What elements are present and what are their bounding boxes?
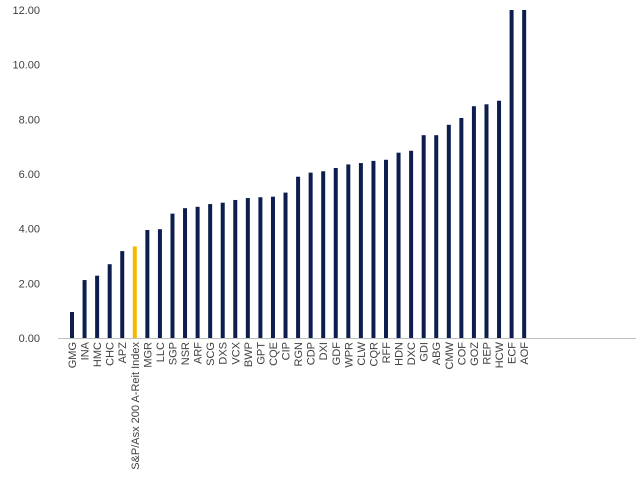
x-category-label: INA: [80, 341, 92, 360]
bar: [183, 208, 188, 338]
x-category-label: SGP: [167, 342, 179, 365]
bar: [346, 164, 351, 338]
bar: [358, 163, 363, 338]
bar: [371, 160, 376, 338]
bar: [270, 196, 275, 338]
x-category-label: ECF: [507, 342, 519, 364]
x-category-label: CMW: [444, 341, 456, 369]
bar: [195, 206, 200, 338]
bar: [70, 312, 74, 338]
x-category-label: GMG: [67, 342, 79, 368]
y-tick-label: 12.00: [12, 5, 40, 17]
bar: [220, 202, 225, 338]
x-category-label: BWP: [243, 342, 255, 367]
x-category-label: CQR: [368, 342, 380, 367]
x-category-label: CDP: [306, 342, 318, 365]
y-tick-label: 2.00: [19, 278, 40, 290]
x-category-label: GPT: [255, 342, 267, 365]
bar: [120, 251, 125, 338]
x-category-label: DXS: [218, 342, 230, 365]
bar: [421, 135, 426, 338]
y-axis-ticks: 0.00 2.00 4.00 6.00 8.00 10.00 12.00: [12, 5, 40, 345]
x-category-label: HCW: [494, 341, 506, 368]
x-axis-labels: GMG INA HMC CHC APZ S&P/Asx 200 A-Reit Index M…: [67, 341, 531, 469]
x-category-label: GDI: [419, 342, 431, 362]
bar: [283, 192, 288, 338]
x-category-label: CIP: [281, 342, 293, 360]
x-category-label: HMC: [92, 342, 104, 367]
x-category-label: GOZ: [469, 342, 481, 366]
bar: [208, 204, 213, 338]
bar: [446, 124, 451, 338]
x-category-label: S&P/Asx 200 A-Reit Index: [130, 342, 142, 470]
bars: [70, 10, 527, 339]
x-category-label: REP: [481, 342, 493, 365]
x-category-label: NSR: [180, 342, 192, 365]
x-category-label: MGR: [142, 342, 154, 368]
x-category-label: DXC: [406, 342, 418, 365]
x-category-label: CHC: [105, 342, 117, 366]
x-category-label: DXI: [318, 342, 330, 360]
x-category-label: RGN: [293, 342, 305, 367]
x-category-label: CLW: [356, 341, 368, 365]
bar: [497, 100, 502, 338]
bar: [509, 10, 514, 338]
x-category-label: ARF: [193, 342, 205, 364]
x-category-label: HDN: [394, 342, 406, 366]
bar-index-highlight: [132, 246, 137, 338]
bar: [484, 104, 489, 338]
bar: [82, 280, 87, 338]
x-category-label: RFF: [381, 342, 393, 364]
x-category-label: VCX: [230, 341, 242, 364]
bar: [157, 229, 162, 338]
y-tick-label: 6.00: [19, 169, 40, 181]
bar: [396, 152, 401, 338]
bar: [471, 106, 476, 339]
bar: [95, 275, 100, 338]
x-category-label: LLC: [155, 342, 167, 362]
bar: [258, 197, 263, 338]
x-category-label: SCG: [205, 342, 217, 366]
bar: [333, 167, 338, 338]
bar: [409, 150, 414, 338]
x-category-label: APZ: [117, 342, 129, 364]
x-category-label: WPR: [343, 342, 355, 368]
y-tick-label: 4.00: [19, 224, 40, 236]
y-tick-label: 10.00: [12, 60, 40, 72]
bar: [245, 198, 250, 338]
bar: [107, 264, 112, 338]
bar: [145, 230, 150, 338]
x-category-label: GDF: [331, 342, 343, 366]
x-category-label: COF: [456, 342, 468, 366]
bar: [233, 199, 238, 338]
bar: [384, 159, 388, 338]
bar: [522, 10, 527, 338]
x-category-label: AOF: [519, 342, 531, 365]
bar: [170, 213, 175, 338]
x-category-label: ABG: [431, 342, 443, 365]
y-tick-label: 8.00: [19, 114, 40, 126]
x-category-label: CQE: [268, 342, 280, 366]
bar: [321, 171, 326, 338]
bar: [459, 117, 464, 338]
y-tick-label: 0.00: [19, 333, 40, 345]
bar: [434, 135, 439, 338]
bar: [296, 176, 301, 338]
bar: [308, 172, 313, 338]
